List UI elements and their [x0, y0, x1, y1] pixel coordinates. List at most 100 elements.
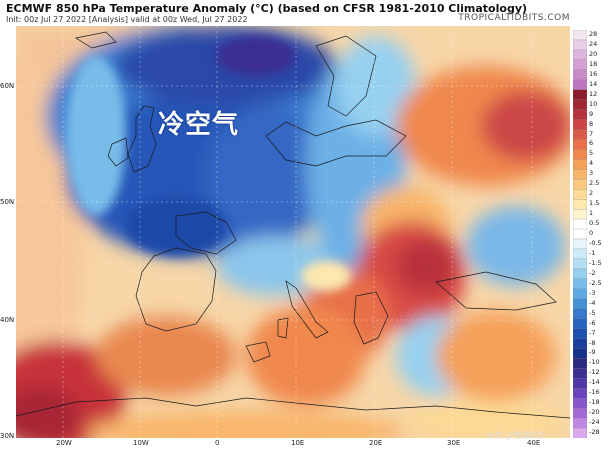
- colorbar-label: 0.5: [589, 219, 600, 227]
- colorbar-swatch: [573, 417, 587, 429]
- colorbar-swatch: [573, 348, 587, 360]
- colorbar-swatch: [573, 288, 587, 300]
- colorbar-label: 1: [589, 209, 594, 218]
- map-svg: [16, 26, 570, 438]
- colorbar-label: 2: [589, 189, 594, 198]
- colorbar-swatch: [573, 228, 587, 240]
- colorbar-label: 0: [589, 229, 594, 237]
- colorbar-label: 5: [589, 149, 594, 158]
- lon-label-20e: 20E: [369, 439, 383, 447]
- colorbar-label: 14: [589, 79, 598, 88]
- colorbar-swatch: [573, 268, 587, 280]
- colorbar-label: -18: [589, 398, 600, 407]
- colorbar-swatch: [573, 39, 587, 51]
- colorbar-swatch: [573, 238, 587, 250]
- colorbar-swatch: [573, 358, 587, 369]
- colorbar-swatch: [573, 149, 587, 161]
- colorbar-swatch: [573, 278, 587, 290]
- colorbar-swatch: [573, 378, 587, 389]
- cold-air-annotation: 冷空气: [158, 110, 240, 140]
- colorbar-label: 16: [589, 69, 598, 78]
- colorbar-label: 1.5: [589, 199, 600, 208]
- lon-label-20w: 20W: [56, 439, 72, 447]
- colorbar-swatch: [573, 189, 587, 200]
- colorbar-label: -10: [589, 358, 600, 367]
- graticule: [16, 26, 570, 438]
- lat-label-60n: 60N: [0, 82, 15, 90]
- colorbar-swatch: [573, 139, 587, 151]
- colorbar-swatch: [573, 258, 587, 270]
- colorbar-swatch: [573, 129, 587, 141]
- colorbar-label: 24: [589, 39, 598, 48]
- coastlines: [16, 31, 570, 419]
- colorbar-label: 4: [589, 159, 594, 168]
- colorbar-label: 9: [589, 109, 594, 118]
- colorbar-swatch: [573, 208, 587, 220]
- colorbar-swatch: [573, 218, 587, 230]
- colorbar-label: -2.5: [589, 278, 602, 287]
- colorbar-swatch: [573, 69, 587, 81]
- colorbar-swatch: [573, 99, 587, 111]
- colorbar-label: -24: [589, 418, 600, 427]
- colorbar-label: 7: [589, 129, 594, 138]
- colorbar-label: -20: [589, 408, 600, 417]
- colorbar-swatch: [573, 79, 587, 91]
- colorbar-label: 8: [589, 119, 594, 128]
- colorbar-label: 3: [589, 169, 594, 178]
- colorbar-label: -14: [589, 378, 600, 387]
- map-subtitle: Init: 00z Jul 27 2022 [Analysis] valid a…: [6, 15, 248, 24]
- colorbar-label: 28: [589, 30, 598, 38]
- map-title: ECMWF 850 hPa Temperature Anomaly (°C) (…: [6, 2, 528, 15]
- colorbar-swatch: [573, 298, 587, 310]
- colorbar-label: -12: [589, 368, 600, 377]
- colorbar-swatch: [573, 109, 587, 121]
- colorbar-swatch: [573, 308, 587, 320]
- colorbar-label: 10: [589, 99, 598, 108]
- lon-label-0: 0: [215, 439, 220, 447]
- colorbar-label: -28: [589, 428, 600, 436]
- colorbar-label: -9: [589, 348, 596, 357]
- colorbar-label: 20: [589, 49, 598, 58]
- colorbar-swatch: [573, 169, 587, 180]
- colorbar-label: -1: [589, 248, 596, 257]
- colorbar-swatch: [573, 119, 587, 131]
- colorbar-swatch: [573, 318, 587, 330]
- colorbar-label: -5: [589, 308, 596, 317]
- colorbar-label: 18: [589, 59, 598, 68]
- colorbar-label: -7: [589, 328, 596, 337]
- colorbar-swatch: [573, 89, 587, 101]
- lat-label-50n: 50N: [0, 198, 15, 206]
- colorbar-swatch: [573, 159, 587, 170]
- colorbar-swatch: [573, 248, 587, 260]
- lon-label-30e: 30E: [447, 439, 461, 447]
- colorbar-swatch: [573, 388, 587, 399]
- colorbar-swatch: [573, 407, 587, 419]
- colorbar-label: -2: [589, 268, 596, 277]
- lon-label-10w: 10W: [133, 439, 149, 447]
- colorbar-label: -3: [589, 288, 596, 297]
- lat-label-30n: 30N: [0, 432, 15, 440]
- colorbar: [573, 30, 587, 438]
- lon-label-40e: 40E: [527, 439, 541, 447]
- colorbar-swatch: [573, 179, 587, 190]
- colorbar-label: -16: [589, 388, 600, 397]
- colorbar-swatch: [573, 368, 587, 379]
- lat-label-40n: 40N: [0, 316, 15, 324]
- colorbar-label: 6: [589, 139, 594, 148]
- colorbar-label: 2.5: [589, 179, 600, 188]
- colorbar-swatch: [573, 427, 587, 438]
- colorbar-swatch: [573, 59, 587, 71]
- brand-label: TROPICALTIDBITS.COM: [458, 13, 570, 23]
- colorbar-swatch: [573, 328, 587, 340]
- colorbar-swatch: [573, 49, 587, 61]
- anomaly-map: [16, 26, 570, 438]
- colorbar-swatch: [573, 30, 587, 41]
- colorbar-label: 12: [589, 89, 598, 98]
- colorbar-label: -0.5: [589, 239, 602, 247]
- colorbar-swatch: [573, 398, 587, 409]
- watermark: 头条 @地球科学: [486, 431, 545, 440]
- colorbar-label: -8: [589, 338, 596, 347]
- colorbar-label: -6: [589, 318, 596, 327]
- lon-label-10e: 10E: [291, 439, 305, 447]
- colorbar-swatch: [573, 199, 587, 210]
